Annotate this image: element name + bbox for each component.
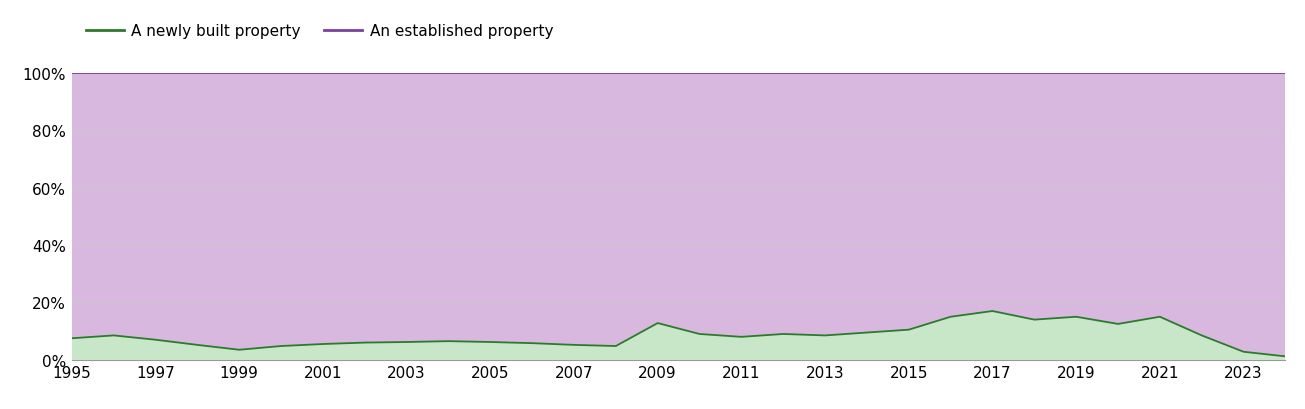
Legend: A newly built property, An established property: A newly built property, An established p… (80, 18, 560, 45)
